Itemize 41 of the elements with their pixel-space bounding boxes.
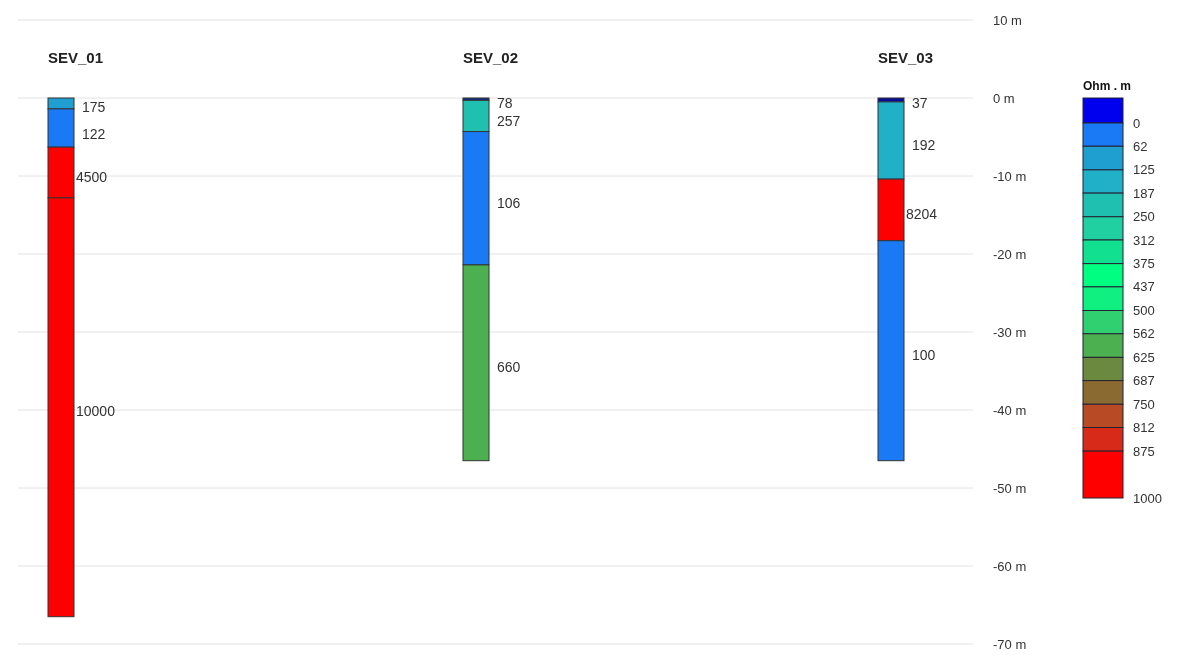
color-bar-label: 125 — [1133, 162, 1155, 178]
annotation: 37 — [912, 95, 928, 112]
annotation: 192 — [912, 137, 936, 154]
color-bar-label: 500 — [1133, 303, 1155, 319]
color-bar-label: 625 — [1133, 349, 1155, 365]
y-tick-label: -30 m — [993, 324, 1027, 340]
annotation: 106 — [497, 195, 521, 212]
x-tick-label: SEV_01 — [48, 49, 104, 66]
color-bar-label: 750 — [1133, 396, 1155, 412]
y-tick-label: 10 m — [993, 12, 1022, 28]
annotation: 4500 — [76, 169, 108, 186]
annotation: 78 — [497, 94, 513, 111]
annotation: 660 — [497, 359, 521, 375]
color-bar-title: Ohm . m — [1083, 79, 1132, 93]
y-tick-label: -70 m — [993, 636, 1027, 652]
x-tick-label: SEV_03 — [878, 49, 934, 66]
y-tick-label: -60 m — [993, 558, 1027, 574]
color-bar-label: 812 — [1133, 420, 1155, 436]
color-bar-label: 250 — [1133, 209, 1155, 225]
color-bar-label: 62 — [1133, 138, 1148, 154]
color-bar-label: 875 — [1133, 443, 1155, 459]
color-bar-label: 375 — [1133, 256, 1155, 272]
annotation: 100 — [912, 346, 936, 363]
color-bar-label: 1000 — [1133, 490, 1162, 506]
annotation: 257 — [497, 113, 521, 130]
annotation: 122 — [82, 125, 106, 142]
annotation: 10000 — [76, 402, 116, 419]
y-tick-label: -20 m — [993, 246, 1027, 262]
color-bar-label: 312 — [1133, 232, 1155, 248]
y-tick-label: 0 m — [993, 90, 1015, 106]
annotation: 8204 — [906, 206, 938, 223]
color-bar-label: 562 — [1133, 326, 1155, 342]
color-bar-label: 437 — [1133, 279, 1155, 295]
y-tick-label: -10 m — [993, 168, 1027, 184]
color-bar-label: 687 — [1133, 373, 1155, 389]
y-tick-label: -40 m — [993, 402, 1027, 418]
annotation: 175 — [82, 99, 106, 116]
color-bar-label: 0 — [1133, 115, 1141, 131]
color-bar-label: 187 — [1133, 185, 1155, 201]
x-tick-label: SEV_02 — [463, 49, 519, 66]
y-tick-label: -50 m — [993, 480, 1027, 496]
